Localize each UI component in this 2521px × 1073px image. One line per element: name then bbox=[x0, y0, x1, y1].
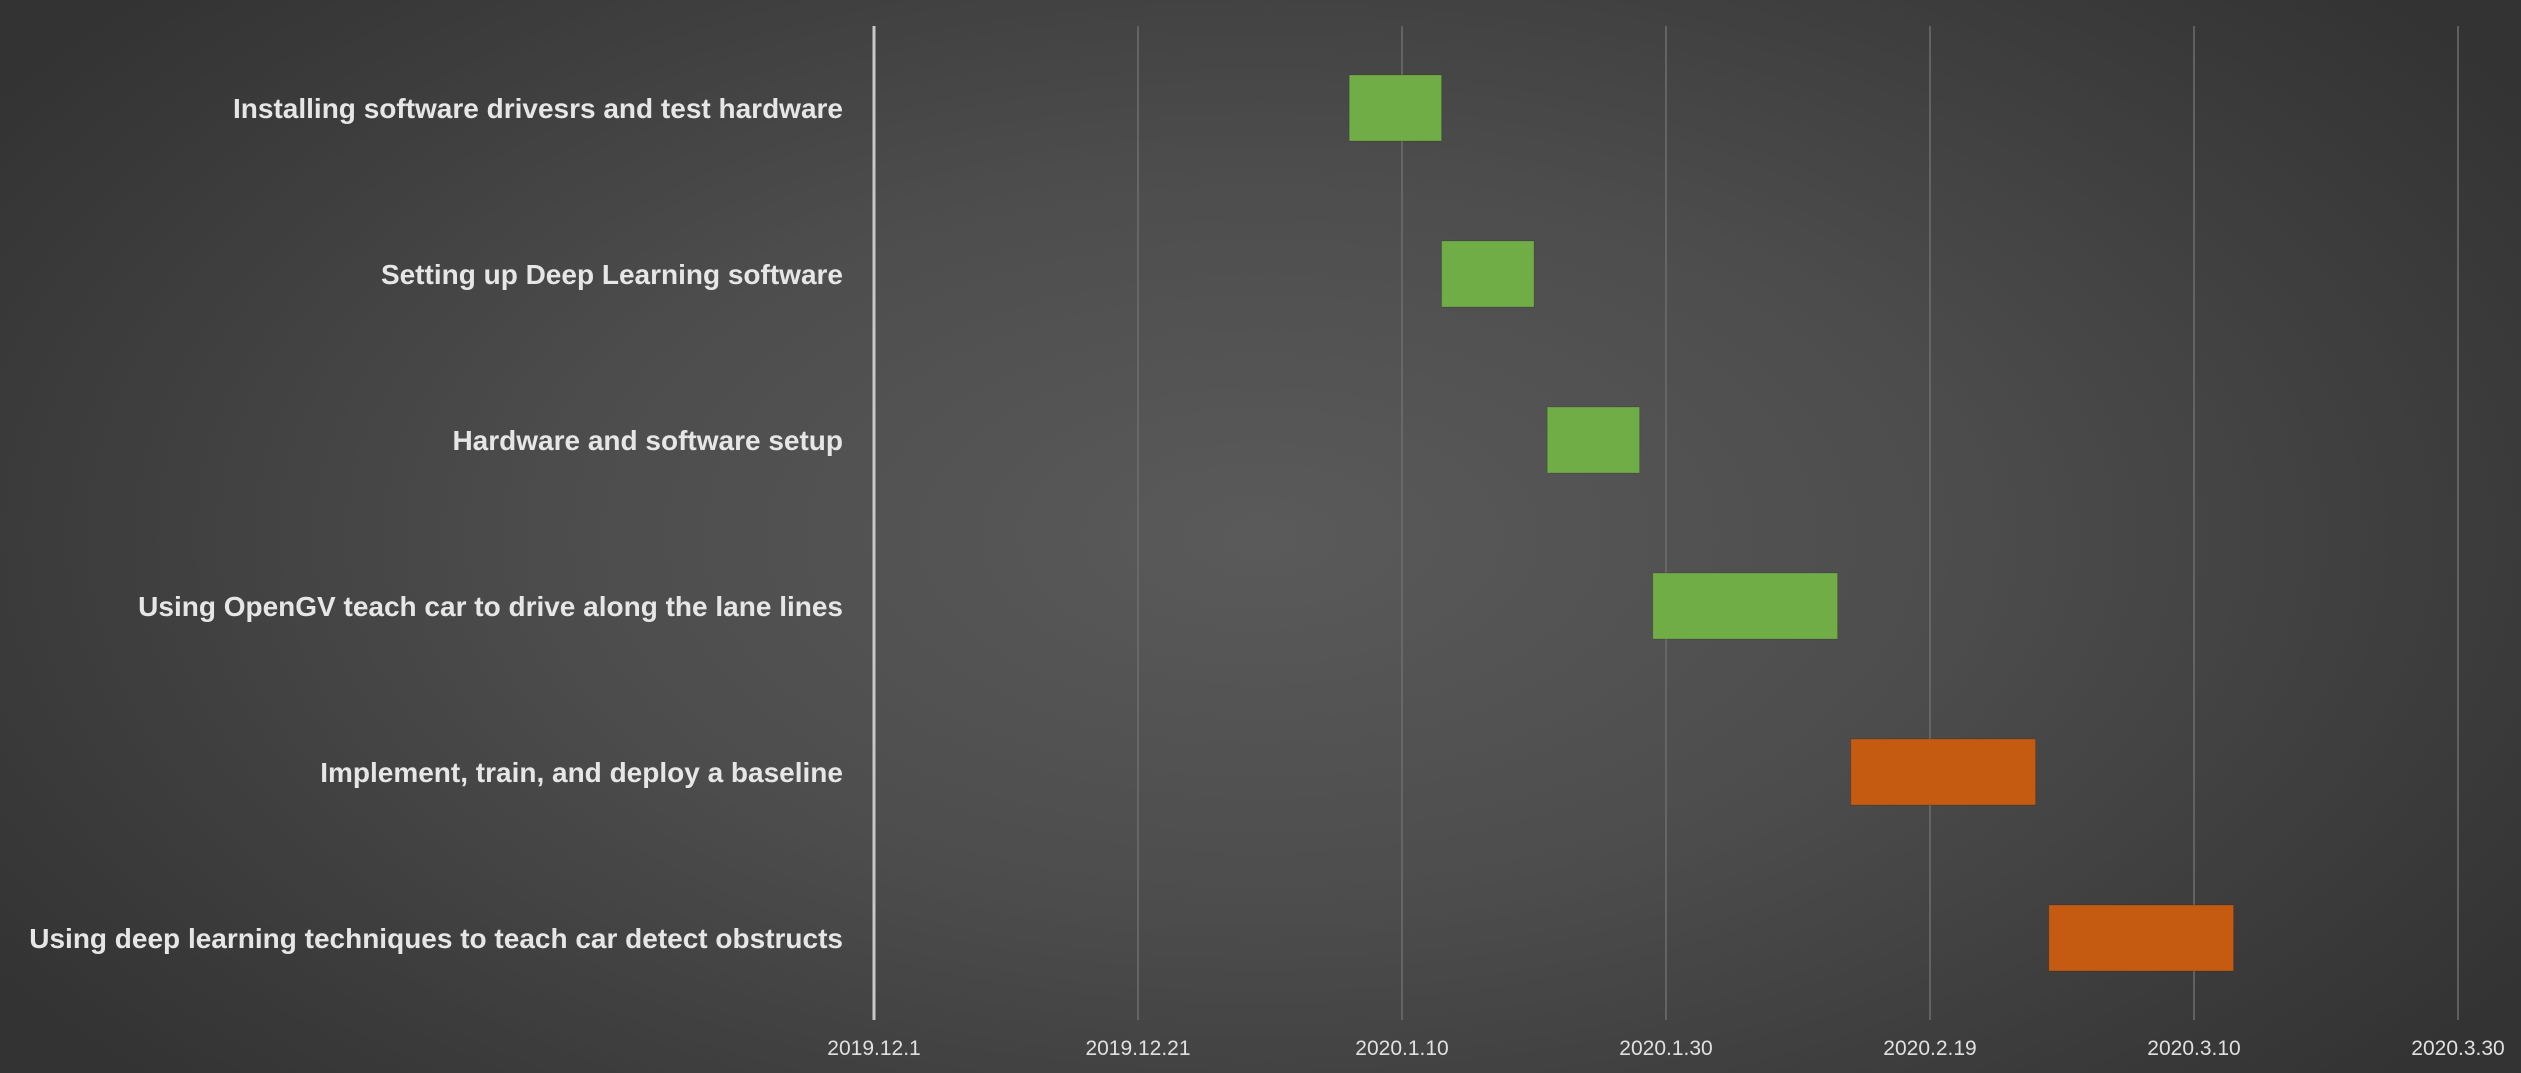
task-bar bbox=[1441, 240, 1535, 308]
task-bars bbox=[1348, 74, 2235, 972]
task-label: Installing software drivesrs and test ha… bbox=[233, 93, 843, 124]
task-label: Setting up Deep Learning software bbox=[381, 259, 843, 290]
task-bar bbox=[1546, 406, 1641, 474]
task-bar bbox=[1850, 738, 2037, 806]
task-label: Using deep learning techniques to teach … bbox=[29, 923, 843, 954]
x-tick-label: 2020.3.30 bbox=[2411, 1037, 2504, 1060]
task-label: Using OpenGV teach car to drive along th… bbox=[138, 591, 843, 622]
task-label: Implement, train, and deploy a baseline bbox=[320, 757, 843, 788]
x-tick-label: 2019.12.1 bbox=[827, 1037, 920, 1060]
x-tick-label: 2020.1.10 bbox=[1355, 1037, 1448, 1060]
x-tick-label: 2020.1.30 bbox=[1619, 1037, 1712, 1060]
task-label: Hardware and software setup bbox=[452, 425, 843, 456]
gridlines bbox=[1137, 26, 2459, 1020]
task-bar bbox=[1652, 572, 1839, 640]
x-tick-label: 2019.12.21 bbox=[1085, 1037, 1190, 1060]
task-labels: Installing software drivesrs and test ha… bbox=[29, 93, 843, 954]
task-bar bbox=[1348, 74, 1443, 142]
x-tick-label: 2020.2.19 bbox=[1883, 1037, 1976, 1060]
x-tick-label: 2020.3.10 bbox=[2147, 1037, 2240, 1060]
task-bar bbox=[2048, 904, 2235, 972]
date-tick-labels: 2019.12.1 2019.12.21 2020.1.10 2020.1.30 202… bbox=[827, 1037, 2504, 1060]
